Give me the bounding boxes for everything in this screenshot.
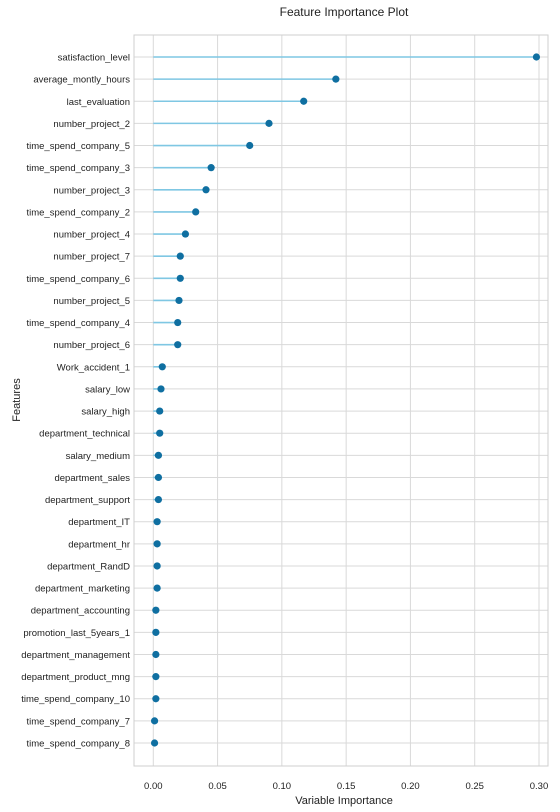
x-tick-label: 0.00 [144,781,163,792]
point-last_evaluation [300,97,308,105]
y-tick-label-salary_low: salary_low [85,384,130,395]
y-tick-label-promotion_last_5years_1: promotion_last_5years_1 [23,628,130,639]
y-tick-label-time_spend_company_6: time_spend_company_6 [26,274,130,285]
point-department_sales [154,473,163,482]
point-time_spend_company_2 [192,208,200,216]
y-tick-label-time_spend_company_4: time_spend_company_4 [26,318,130,329]
point-department_hr [153,540,161,548]
point-number_project_6 [174,341,182,349]
y-tick-label-department_sales: department_sales [54,473,130,484]
point-average_montly_hours [332,75,340,83]
y-tick-label-department_management: department_management [21,650,130,661]
y-tick-label-department_product_mng: department_product_mng [21,672,130,683]
point-number_project_5 [175,296,183,305]
y-tick-label-average_montly_hours: average_montly_hours [33,75,130,86]
y-tick-label-time_spend_company_10: time_spend_company_10 [21,694,130,705]
y-tick-label-department_IT: department_IT [68,517,130,528]
point-time_spend_company_8 [150,739,159,747]
point-time_spend_company_6 [176,274,184,282]
y-tick-label-Work_accident_1: Work_accident_1 [57,362,130,373]
point-number_project_7 [176,252,184,260]
point-time_spend_company_5 [246,141,254,150]
point-number_project_2 [265,119,273,127]
x-tick-label: 0.20 [401,781,420,792]
y-tick-label-number_project_6: number_project_6 [53,340,130,351]
y-tick-label-department_hr: department_hr [68,539,130,550]
y-tick-label-number_project_4: number_project_4 [53,230,130,241]
point-Work_accident_1 [158,363,166,371]
y-tick-label-number_project_3: number_project_3 [53,185,130,196]
y-tick-label-number_project_5: number_project_5 [53,296,130,307]
y-tick-label-department_support: department_support [45,495,130,506]
y-tick-label-time_spend_company_8: time_spend_company_8 [26,739,130,750]
x-tick-label: 0.30 [530,781,549,792]
y-tick-label-satisfaction_level: satisfaction_level [58,53,130,64]
point-time_spend_company_7 [150,717,159,725]
y-tick-label-last_evaluation: last_evaluation [67,97,130,108]
y-tick-label-time_spend_company_5: time_spend_company_5 [26,141,130,152]
x-tick-labels: 0.00 0.05 0.10 0.15 0.20 0.25 0.30 [144,781,548,792]
point-department_management [152,650,160,659]
y-tick-label-number_project_7: number_project_7 [53,252,130,263]
point-salary_high [156,407,164,415]
y-tick-label-department_technical: department_technical [39,429,130,440]
chart-title: Feature Importance Plot [280,5,409,19]
horizontal-gridlines [134,56,548,744]
point-number_project_4 [181,230,190,238]
y-tick-label-time_spend_company_3: time_spend_company_3 [26,163,130,174]
x-tick-label: 0.10 [273,781,292,792]
y-tick-label-salary_medium: salary_medium [66,451,130,462]
point-department_support [154,495,163,504]
point-department_IT [153,518,161,526]
plot-frame [133,34,549,767]
y-tick-label-time_spend_company_2: time_spend_company_2 [26,207,130,218]
lollipop-stems [153,56,537,744]
x-tick-label: 0.25 [465,781,484,792]
point-department_accounting [152,606,160,614]
point-department_RandD [153,562,161,570]
y-tick-labels: satisfaction_level average_montly_hoursla… [21,53,130,750]
point-number_project_3 [202,186,210,194]
point-department_product_mng [152,673,160,681]
point-department_marketing [153,584,161,592]
point-time_spend_company_10 [152,695,160,703]
y-tick-label-salary_high: salary_high [81,407,130,418]
vertical-gridlines [152,35,540,766]
point-satisfaction_level [532,53,541,61]
x-tick-label: 0.05 [208,781,227,792]
x-tick-label: 0.15 [337,781,356,792]
lollipop-dots [150,53,541,747]
point-department_technical [156,429,164,437]
x-axis-label: Variable Importance [295,795,393,807]
point-salary_low [157,385,165,393]
point-time_spend_company_3 [207,164,215,172]
point-time_spend_company_4 [174,318,182,327]
y-tick-label-department_RandD: department_RandD [47,561,130,572]
y-tick-label-number_project_2: number_project_2 [53,119,130,130]
y-tick-label-time_spend_company_7: time_spend_company_7 [26,716,130,727]
point-promotion_last_5years_1 [152,628,160,636]
y-tick-label-department_marketing: department_marketing [35,584,130,595]
point-salary_medium [154,451,163,459]
y-tick-label-department_accounting: department_accounting [31,606,130,617]
y-axis-label: Features [11,378,23,422]
